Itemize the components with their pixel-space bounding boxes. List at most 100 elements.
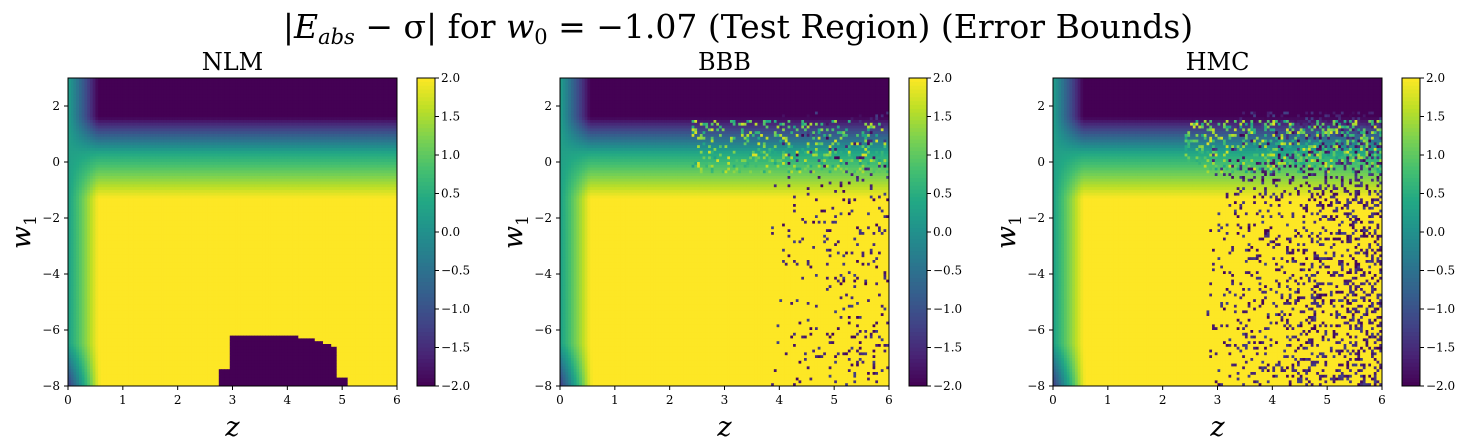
heatmap-cell bbox=[353, 153, 357, 157]
heatmap-cell bbox=[287, 136, 291, 140]
heatmap-cell bbox=[333, 134, 338, 138]
heatmap-cell bbox=[120, 103, 124, 107]
heatmap-cell bbox=[372, 128, 376, 132]
heatmap-cell bbox=[172, 134, 176, 138]
heatmap-cell bbox=[284, 122, 288, 126]
heatmap-cell bbox=[303, 145, 307, 149]
heatmap-cell bbox=[213, 97, 217, 101]
heatmap-cell bbox=[147, 156, 151, 160]
heatmap-cell bbox=[150, 159, 154, 163]
heatmap-cell bbox=[122, 78, 126, 82]
heatmap-cell bbox=[122, 136, 126, 140]
heatmap-cell bbox=[325, 150, 329, 154]
heatmap-cell bbox=[95, 122, 99, 126]
heatmap-cell bbox=[328, 181, 332, 185]
heatmap-cell bbox=[111, 145, 116, 149]
heatmap-cell bbox=[78, 125, 83, 129]
heatmap-cell bbox=[358, 184, 362, 188]
heatmap-cell bbox=[380, 150, 384, 154]
heatmap-cell bbox=[221, 114, 225, 118]
heatmap-cell bbox=[276, 145, 280, 149]
heatmap-cell bbox=[128, 148, 132, 152]
heatmap-cell bbox=[76, 184, 80, 188]
heatmap-cell bbox=[161, 78, 165, 82]
heatmap-cell bbox=[276, 136, 280, 140]
heatmap-cell bbox=[177, 86, 181, 90]
heatmap-cell bbox=[100, 122, 105, 126]
heatmap-cell bbox=[290, 142, 294, 146]
heatmap-cell bbox=[298, 142, 302, 146]
heatmap-cell bbox=[78, 190, 83, 194]
heatmap-cell bbox=[314, 181, 318, 185]
heatmap-cell bbox=[386, 173, 390, 177]
heatmap-cell bbox=[386, 142, 390, 146]
heatmap-cell bbox=[265, 103, 269, 107]
heatmap-cell bbox=[336, 159, 340, 163]
heatmap-cell bbox=[232, 153, 236, 157]
heatmap-cell bbox=[120, 86, 124, 90]
heatmap-cell bbox=[89, 159, 94, 163]
heatmap-cell bbox=[364, 187, 368, 191]
heatmap-cell bbox=[268, 181, 272, 185]
heatmap-cell bbox=[377, 103, 381, 107]
heatmap-cell bbox=[358, 134, 362, 138]
heatmap-cell bbox=[227, 78, 231, 82]
heatmap-cell bbox=[133, 117, 137, 121]
heatmap-cell bbox=[246, 159, 250, 163]
heatmap-cell bbox=[303, 92, 307, 96]
heatmap-cell bbox=[240, 122, 244, 126]
heatmap-cell bbox=[70, 153, 74, 157]
heatmap-cell bbox=[111, 170, 116, 174]
heatmap-cell bbox=[136, 156, 140, 160]
heatmap-cell bbox=[257, 159, 261, 163]
heatmap-cell bbox=[139, 162, 143, 166]
heatmap-cell bbox=[276, 94, 280, 98]
heatmap-cell bbox=[106, 94, 110, 98]
heatmap-cell bbox=[70, 103, 74, 107]
heatmap-cell bbox=[386, 190, 390, 194]
heatmap-cell bbox=[314, 156, 318, 160]
heatmap-cell bbox=[147, 78, 151, 82]
heatmap-cell bbox=[270, 178, 275, 182]
heatmap-cell bbox=[92, 159, 96, 163]
heatmap-cell bbox=[122, 122, 126, 126]
heatmap-cell bbox=[229, 92, 233, 96]
heatmap-cell bbox=[128, 108, 132, 112]
heatmap-cell bbox=[144, 120, 148, 124]
heatmap-cell bbox=[333, 156, 338, 160]
heatmap-cell bbox=[336, 181, 340, 185]
heatmap-cell bbox=[180, 187, 184, 191]
heatmap-cell bbox=[196, 122, 200, 126]
heatmap-cell bbox=[322, 117, 327, 121]
heatmap-cell bbox=[342, 187, 346, 191]
heatmap-cell bbox=[314, 134, 318, 138]
heatmap-cell bbox=[232, 92, 236, 96]
heatmap-cell bbox=[246, 103, 250, 107]
heatmap-cell bbox=[364, 170, 368, 174]
heatmap-cell bbox=[290, 100, 294, 104]
heatmap-cell bbox=[172, 190, 176, 194]
heatmap-cell bbox=[196, 100, 200, 104]
heatmap-cell bbox=[320, 181, 324, 185]
heatmap-cell bbox=[109, 178, 113, 182]
heatmap-cell bbox=[122, 187, 126, 191]
heatmap-cell bbox=[133, 148, 137, 152]
heatmap-cell bbox=[73, 139, 77, 143]
heatmap-cell bbox=[325, 122, 329, 126]
heatmap-cell bbox=[213, 170, 217, 174]
heatmap-cell bbox=[84, 176, 88, 180]
heatmap-cell bbox=[350, 78, 354, 82]
heatmap-cell bbox=[325, 162, 329, 166]
heatmap-cell bbox=[152, 86, 157, 90]
heatmap-cell bbox=[366, 167, 370, 171]
heatmap-cell bbox=[73, 89, 77, 93]
heatmap-cell bbox=[388, 83, 392, 87]
heatmap-cell bbox=[142, 111, 146, 115]
heatmap-cell bbox=[388, 122, 392, 126]
heatmap-cell bbox=[339, 125, 343, 129]
heatmap-cell bbox=[166, 173, 170, 177]
heatmap-cell bbox=[388, 92, 392, 96]
heatmap-cell bbox=[312, 176, 316, 180]
heatmap-cell bbox=[281, 187, 285, 191]
heatmap-cell bbox=[185, 136, 190, 140]
